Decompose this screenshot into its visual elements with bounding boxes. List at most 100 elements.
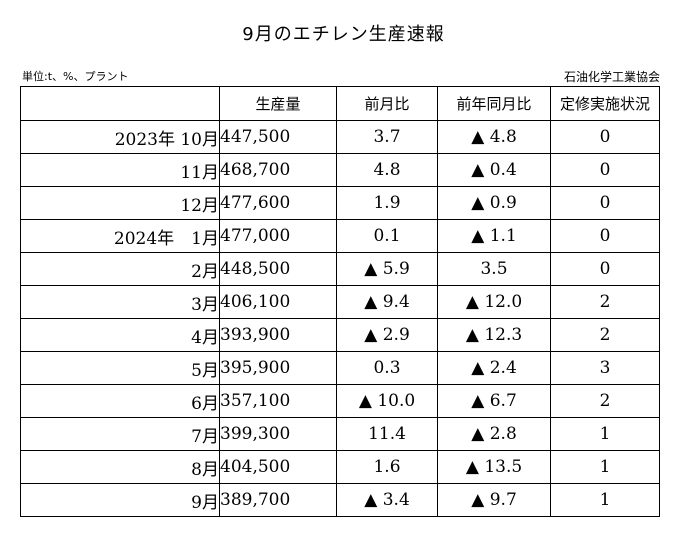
header-yoy: 前年同月比 <box>437 86 551 121</box>
row-period: 2023年 10月 <box>20 120 220 154</box>
negative-triangle-icon: ▲ <box>364 325 378 345</box>
row-mom-value: 1.9 <box>373 193 401 213</box>
row-production: 447,500 <box>219 120 337 154</box>
table-row: 7月 399,300 11.4 ▲ 2.8 1 <box>20 417 660 451</box>
row-mom: 1.9 <box>336 186 438 220</box>
row-production: 393,900 <box>219 318 337 352</box>
row-period: 11月 <box>20 153 220 187</box>
row-yoy: ▲ 4.8 <box>437 120 551 154</box>
row-mom: 0.1 <box>336 219 438 253</box>
row-yoy: 3.5 <box>437 252 551 286</box>
row-maintenance: 0 <box>550 252 660 286</box>
row-yoy-value: 0.9 <box>489 193 517 213</box>
header-period <box>20 86 220 121</box>
row-mom-value: 3.4 <box>382 490 410 510</box>
row-maintenance: 0 <box>550 186 660 220</box>
row-production: 406,100 <box>219 285 337 319</box>
row-yoy-value: 6.7 <box>489 391 517 411</box>
row-maintenance: 1 <box>550 417 660 451</box>
row-period: 5月 <box>20 351 220 385</box>
row-mom: 11.4 <box>336 417 438 451</box>
row-yoy-value: 9.7 <box>489 490 517 510</box>
row-yoy-value: 1.1 <box>489 226 517 246</box>
negative-triangle-icon: ▲ <box>364 292 378 312</box>
row-yoy: ▲ 12.3 <box>437 318 551 352</box>
negative-triangle-icon: ▲ <box>465 457 479 477</box>
row-maintenance: 2 <box>550 384 660 418</box>
row-maintenance: 2 <box>550 318 660 352</box>
page-title: 9月のエチレン生産速報 <box>242 24 445 45</box>
negative-triangle-icon: ▲ <box>471 424 485 444</box>
negative-triangle-icon: ▲ <box>364 259 378 279</box>
row-maintenance: 0 <box>550 219 660 253</box>
row-yoy-value: 12.3 <box>484 325 523 345</box>
row-yoy: ▲ 9.7 <box>437 483 551 517</box>
row-yoy-value: 3.5 <box>480 259 508 279</box>
row-mom-value: 0.1 <box>373 226 401 246</box>
row-production: 477,600 <box>219 186 337 220</box>
row-mom-value: 4.8 <box>373 160 401 180</box>
negative-triangle-icon: ▲ <box>471 226 485 246</box>
row-mom: 0.3 <box>336 351 438 385</box>
row-period: 12月 <box>20 186 220 220</box>
row-maintenance: 2 <box>550 285 660 319</box>
negative-triangle-icon: ▲ <box>358 391 372 411</box>
table-body: 2023年 10月 447,500 3.7 ▲ 4.8 0 11月 468,700 4.8 ▲ … <box>20 120 660 517</box>
row-mom: 3.7 <box>336 120 438 154</box>
row-yoy-value: 13.5 <box>484 457 523 477</box>
row-production: 477,000 <box>219 219 337 253</box>
row-yoy: ▲ 0.4 <box>437 153 551 187</box>
row-period: 3月 <box>20 285 220 319</box>
row-maintenance: 1 <box>550 450 660 484</box>
row-yoy-value: 0.4 <box>489 160 517 180</box>
row-yoy-value: 2.4 <box>489 358 517 378</box>
row-mom: ▲ 5.9 <box>336 252 438 286</box>
table-row: 5月 395,900 0.3 ▲ 2.4 3 <box>20 351 660 385</box>
row-period: 4月 <box>20 318 220 352</box>
row-mom: ▲ 2.9 <box>336 318 438 352</box>
row-period: 2月 <box>20 252 220 286</box>
row-yoy: ▲ 6.7 <box>437 384 551 418</box>
row-mom: ▲ 9.4 <box>336 285 438 319</box>
header-maintenance: 定修実施状況 <box>550 86 660 121</box>
row-mom: ▲ 3.4 <box>336 483 438 517</box>
row-mom-value: 0.3 <box>373 358 401 378</box>
row-period: 7月 <box>20 417 220 451</box>
header-mom: 前月比 <box>336 86 438 121</box>
ethylene-production-table: 生産量 前月比 前年同月比 定修実施状況 2023年 10月 447,500 3.7… <box>20 86 660 517</box>
negative-triangle-icon: ▲ <box>471 160 485 180</box>
negative-triangle-icon: ▲ <box>471 358 485 378</box>
row-mom-value: 1.6 <box>373 457 401 477</box>
row-production: 448,500 <box>219 252 337 286</box>
row-yoy-value: 4.8 <box>489 127 517 147</box>
row-maintenance: 0 <box>550 153 660 187</box>
negative-triangle-icon: ▲ <box>465 325 479 345</box>
row-production: 399,300 <box>219 417 337 451</box>
table-row: 3月 406,100 ▲ 9.4 ▲ 12.0 2 <box>20 285 660 319</box>
row-period: 2024年 1月 <box>20 219 220 253</box>
negative-triangle-icon: ▲ <box>471 391 485 411</box>
table-row: 6月 357,100 ▲ 10.0 ▲ 6.7 2 <box>20 384 660 418</box>
source-note: 石油化学工業協会 <box>563 70 660 84</box>
row-mom-value: 9.4 <box>382 292 410 312</box>
row-production: 389,700 <box>219 483 337 517</box>
row-mom: ▲ 10.0 <box>336 384 438 418</box>
row-yoy: ▲ 13.5 <box>437 450 551 484</box>
row-yoy-value: 2.8 <box>489 424 517 444</box>
table-row: 11月 468,700 4.8 ▲ 0.4 0 <box>20 153 660 187</box>
row-period: 9月 <box>20 483 220 517</box>
row-yoy-value: 12.0 <box>484 292 523 312</box>
row-mom-value: 2.9 <box>382 325 410 345</box>
row-maintenance: 1 <box>550 483 660 517</box>
row-mom-value: 5.9 <box>382 259 410 279</box>
header-production: 生産量 <box>219 86 337 121</box>
table-row: 12月 477,600 1.9 ▲ 0.9 0 <box>20 186 660 220</box>
row-yoy: ▲ 1.1 <box>437 219 551 253</box>
row-mom-value: 10.0 <box>377 391 416 411</box>
row-production: 404,500 <box>219 450 337 484</box>
row-maintenance: 3 <box>550 351 660 385</box>
row-mom-value: 3.7 <box>373 127 401 147</box>
row-mom: 4.8 <box>336 153 438 187</box>
table-header-row: 生産量 前月比 前年同月比 定修実施状況 <box>20 86 660 121</box>
negative-triangle-icon: ▲ <box>471 127 485 147</box>
